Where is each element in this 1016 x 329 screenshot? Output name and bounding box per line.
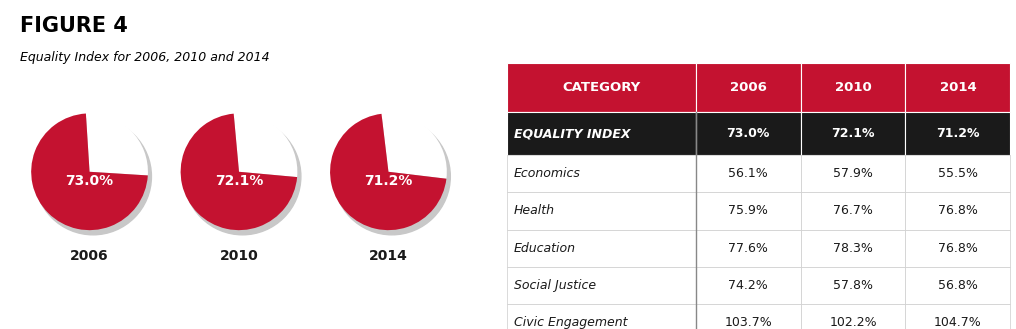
Text: 76.8%: 76.8% xyxy=(938,242,977,255)
FancyBboxPatch shape xyxy=(507,113,696,155)
Text: 73.0%: 73.0% xyxy=(65,173,114,188)
Text: Health: Health xyxy=(514,204,555,217)
Wedge shape xyxy=(234,114,298,177)
FancyBboxPatch shape xyxy=(905,230,1010,267)
FancyBboxPatch shape xyxy=(905,267,1010,304)
FancyBboxPatch shape xyxy=(801,155,905,192)
Text: 2014: 2014 xyxy=(940,81,976,94)
FancyBboxPatch shape xyxy=(801,267,905,304)
Text: 2010: 2010 xyxy=(219,249,258,264)
FancyBboxPatch shape xyxy=(801,304,905,329)
FancyBboxPatch shape xyxy=(507,155,696,192)
FancyBboxPatch shape xyxy=(801,113,905,155)
Text: Education: Education xyxy=(514,242,576,255)
FancyBboxPatch shape xyxy=(696,267,801,304)
Text: 55.5%: 55.5% xyxy=(938,167,978,180)
Text: 102.2%: 102.2% xyxy=(829,316,877,329)
Text: Civic Engagement: Civic Engagement xyxy=(514,316,628,329)
FancyBboxPatch shape xyxy=(801,230,905,267)
Text: FIGURE 4: FIGURE 4 xyxy=(19,16,127,36)
FancyBboxPatch shape xyxy=(696,113,801,155)
Wedge shape xyxy=(31,114,147,230)
Text: 71.2%: 71.2% xyxy=(365,173,412,188)
Text: Social Justice: Social Justice xyxy=(514,279,596,292)
Text: 72.1%: 72.1% xyxy=(831,127,875,140)
Text: 73.0%: 73.0% xyxy=(726,127,770,140)
FancyBboxPatch shape xyxy=(905,192,1010,230)
FancyBboxPatch shape xyxy=(905,63,1010,113)
Text: 2006: 2006 xyxy=(70,249,109,264)
Text: 104.7%: 104.7% xyxy=(934,316,981,329)
Circle shape xyxy=(333,118,450,235)
FancyBboxPatch shape xyxy=(905,113,1010,155)
Text: 56.1%: 56.1% xyxy=(728,167,768,180)
Text: 56.8%: 56.8% xyxy=(938,279,977,292)
Text: 2014: 2014 xyxy=(369,249,407,264)
FancyBboxPatch shape xyxy=(507,63,696,113)
Text: 78.3%: 78.3% xyxy=(833,242,873,255)
Wedge shape xyxy=(86,114,148,175)
Text: 76.7%: 76.7% xyxy=(833,204,873,217)
FancyBboxPatch shape xyxy=(905,155,1010,192)
FancyBboxPatch shape xyxy=(507,230,696,267)
FancyBboxPatch shape xyxy=(696,230,801,267)
Text: 74.2%: 74.2% xyxy=(728,279,768,292)
FancyBboxPatch shape xyxy=(507,267,696,304)
FancyBboxPatch shape xyxy=(696,155,801,192)
FancyBboxPatch shape xyxy=(696,63,801,113)
FancyBboxPatch shape xyxy=(696,192,801,230)
Circle shape xyxy=(184,118,301,235)
Text: 75.9%: 75.9% xyxy=(728,204,768,217)
FancyBboxPatch shape xyxy=(905,304,1010,329)
Text: 57.9%: 57.9% xyxy=(833,167,873,180)
Text: 77.6%: 77.6% xyxy=(728,242,768,255)
Wedge shape xyxy=(181,114,297,230)
Text: 57.8%: 57.8% xyxy=(833,279,873,292)
Text: 72.1%: 72.1% xyxy=(214,173,263,188)
Text: 76.8%: 76.8% xyxy=(938,204,977,217)
FancyBboxPatch shape xyxy=(507,304,696,329)
Text: 2006: 2006 xyxy=(729,81,766,94)
FancyBboxPatch shape xyxy=(696,304,801,329)
Text: 103.7%: 103.7% xyxy=(724,316,772,329)
Text: 2010: 2010 xyxy=(834,81,872,94)
FancyBboxPatch shape xyxy=(801,63,905,113)
Text: CATEGORY: CATEGORY xyxy=(562,81,640,94)
FancyBboxPatch shape xyxy=(801,192,905,230)
Wedge shape xyxy=(330,114,446,230)
Text: Equality Index for 2006, 2010 and 2014: Equality Index for 2006, 2010 and 2014 xyxy=(19,51,269,64)
Circle shape xyxy=(35,118,151,235)
Wedge shape xyxy=(381,114,447,179)
FancyBboxPatch shape xyxy=(507,192,696,230)
Text: EQUALITY INDEX: EQUALITY INDEX xyxy=(514,127,631,140)
Text: Economics: Economics xyxy=(514,167,581,180)
Text: 71.2%: 71.2% xyxy=(936,127,979,140)
